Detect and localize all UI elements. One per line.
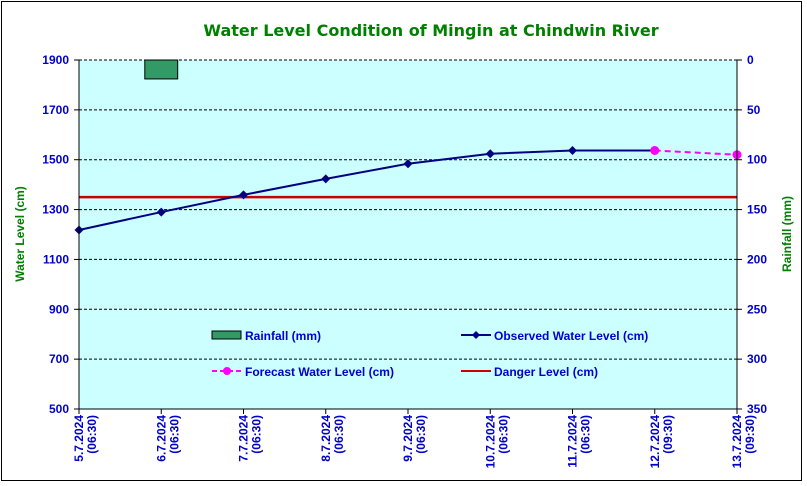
rainfall-bar bbox=[144, 59, 179, 80]
y-tick-label: 1900 bbox=[42, 53, 69, 67]
y-tick-label: 500 bbox=[49, 402, 69, 416]
y-tick-label: 1500 bbox=[42, 153, 69, 167]
x-tick-label: 10.7.2024(06:30) bbox=[483, 415, 510, 469]
y2-tick-label: 350 bbox=[747, 402, 767, 416]
left-axis-ticks: 500 700 900 1100 1300 1500 1700 1900 bbox=[42, 53, 79, 416]
y2-tick-label: 250 bbox=[747, 302, 767, 316]
plot-area bbox=[79, 60, 737, 409]
y2-tick-label: 100 bbox=[747, 153, 767, 167]
x-tick-time: (09:30) bbox=[661, 415, 675, 454]
y-axis-title: Water Level (cm) bbox=[13, 186, 27, 282]
rainfall-bars bbox=[144, 59, 179, 80]
y2-tick-label: 150 bbox=[747, 203, 767, 217]
x-tick-date: 6.7.2024 bbox=[154, 415, 168, 462]
x-tick-label: 7.7.2024(06:30) bbox=[237, 415, 264, 462]
x-tick-label: 13.7.2024(09:30) bbox=[730, 415, 757, 469]
x-tick-label: 12.7.2024(09:30) bbox=[648, 415, 675, 469]
x-tick-date: 12.7.2024 bbox=[648, 415, 662, 469]
x-axis-ticks: 5.7.2024(06:30) 6.7.2024(06:30) 7.7.2024(0… bbox=[72, 409, 757, 468]
x-tick-time: (09:30) bbox=[743, 415, 757, 454]
y2-tick-label: 0 bbox=[747, 53, 754, 67]
x-tick-date: 5.7.2024 bbox=[72, 415, 86, 462]
observed-line bbox=[78, 149, 655, 231]
y-tick-label: 700 bbox=[49, 352, 69, 366]
y2-axis-title: Rainfall (mm) bbox=[780, 196, 794, 272]
legend: Rainfall (mm) Observed Water Level (cm) Fo… bbox=[211, 329, 648, 379]
y2-tick-label: 200 bbox=[747, 252, 767, 266]
observed-point bbox=[239, 190, 248, 200]
forecast-point bbox=[650, 145, 660, 155]
x-tick-label: 5.7.2024(06:30) bbox=[72, 415, 99, 462]
legend-forecast-marker bbox=[223, 367, 231, 375]
x-tick-time: (06:30) bbox=[250, 415, 264, 454]
legend-observed-marker bbox=[472, 331, 480, 339]
x-tick-date: 7.7.2024 bbox=[237, 415, 251, 462]
x-tick-date: 9.7.2024 bbox=[401, 415, 415, 462]
x-tick-label: 8.7.2024(06:30) bbox=[319, 415, 346, 462]
x-tick-time: (06:30) bbox=[167, 415, 181, 454]
legend-rainfall-label: Rainfall (mm) bbox=[245, 329, 321, 343]
forecast-line bbox=[654, 149, 738, 156]
right-axis-ticks: 0 50 100 150 200 250 300 350 bbox=[737, 53, 767, 416]
x-tick-date: 11.7.2024 bbox=[566, 415, 580, 468]
observed-series bbox=[74, 145, 660, 235]
x-tick-time: (06:30) bbox=[414, 415, 428, 454]
observed-point bbox=[321, 174, 331, 184]
observed-point bbox=[485, 149, 495, 159]
observed-point bbox=[403, 159, 413, 169]
chart-title: Water Level Condition of Mingin at Chind… bbox=[203, 21, 658, 40]
observed-point bbox=[156, 207, 166, 217]
x-tick-time: (06:30) bbox=[332, 415, 346, 454]
legend-observed-label: Observed Water Level (cm) bbox=[494, 329, 648, 343]
x-tick-time: (06:30) bbox=[496, 415, 510, 454]
x-tick-label: 9.7.2024(06:30) bbox=[401, 415, 428, 462]
y-tick-label: 1300 bbox=[42, 203, 69, 217]
y2-tick-label: 300 bbox=[747, 352, 767, 366]
forecast-series bbox=[650, 145, 742, 160]
x-tick-label: 6.7.2024(06:30) bbox=[154, 415, 181, 462]
legend-danger-label: Danger Level (cm) bbox=[494, 365, 598, 379]
legend-forecast-label: Forecast Water Level (cm) bbox=[245, 365, 394, 379]
x-tick-label: 11.7.2024(06:30) bbox=[566, 415, 593, 468]
y2-tick-label: 50 bbox=[747, 103, 761, 117]
x-tick-date: 10.7.2024 bbox=[483, 415, 497, 469]
y-tick-label: 1100 bbox=[43, 252, 69, 266]
x-tick-time: (06:30) bbox=[85, 415, 99, 454]
legend-rainfall-swatch bbox=[211, 330, 242, 340]
y-tick-label: 900 bbox=[49, 302, 69, 316]
x-tick-date: 13.7.2024 bbox=[730, 415, 744, 469]
x-tick-time: (06:30) bbox=[579, 415, 593, 454]
x-tick-date: 8.7.2024 bbox=[319, 415, 333, 462]
y-tick-label: 1700 bbox=[42, 103, 69, 117]
observed-point bbox=[568, 145, 577, 155]
